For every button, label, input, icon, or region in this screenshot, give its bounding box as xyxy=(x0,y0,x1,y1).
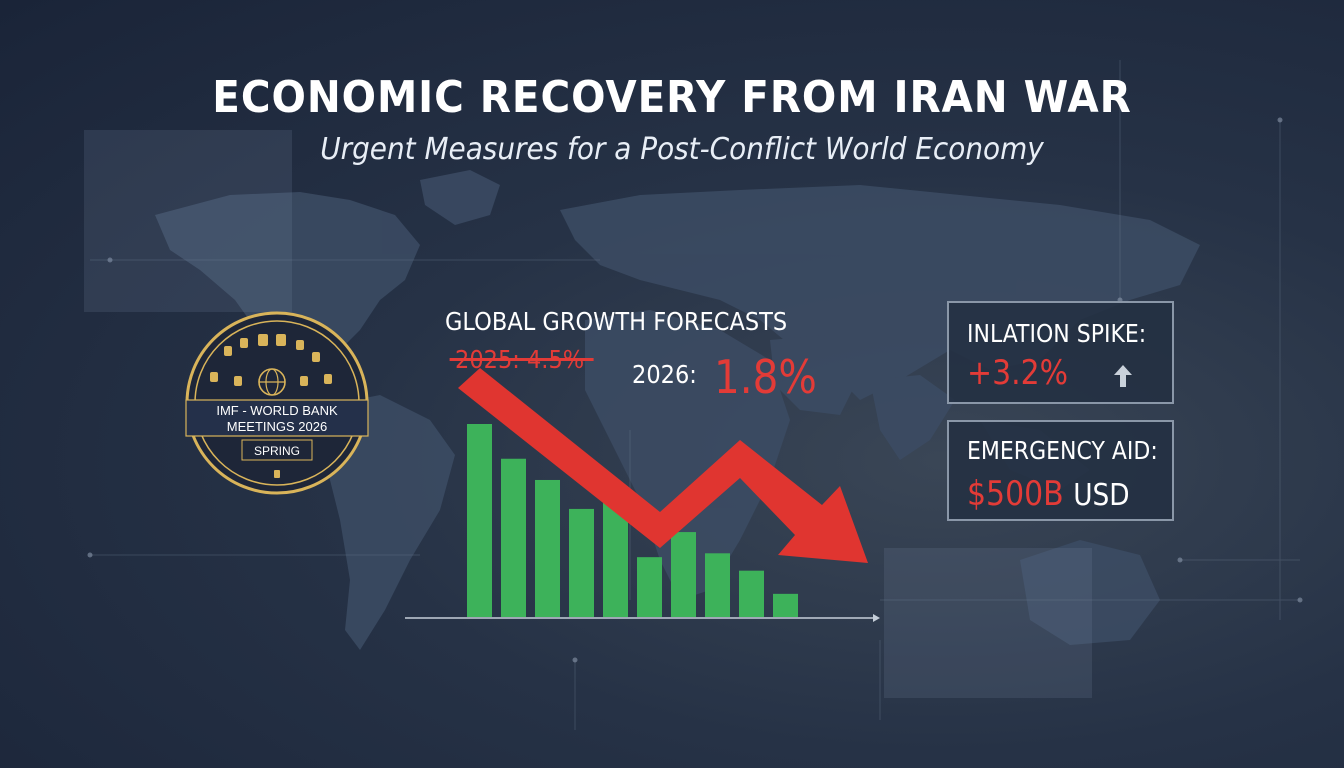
background-panel-left xyxy=(84,130,292,312)
page-subtitle: Urgent Measures for a Post-Conflict Worl… xyxy=(320,132,1044,167)
bar-7 xyxy=(671,532,696,617)
bar-10 xyxy=(773,593,798,617)
background-panel-right xyxy=(884,548,1092,698)
seal-line1: IMF - WORLD BANK xyxy=(216,403,338,418)
strike-through-line xyxy=(449,358,594,361)
inflation-box: INLATION SPIKE: +3.2% xyxy=(947,301,1174,404)
trend-arrow xyxy=(458,368,868,563)
bar-2 xyxy=(501,458,526,617)
bar-1 xyxy=(467,424,492,617)
aid-unit: USD xyxy=(1073,478,1130,513)
seal-line2: MEETINGS 2026 xyxy=(227,419,327,434)
new-forecast-value: 1.8% xyxy=(714,350,817,404)
inflation-value: +3.2% xyxy=(967,353,1069,393)
aid-box: EMERGENCY AID: $500B USD xyxy=(947,420,1174,521)
seal-line3: SPRING xyxy=(254,444,300,458)
aid-value-line: $500B USD xyxy=(967,474,1130,514)
bar-4 xyxy=(569,508,594,617)
chart-heading: GLOBAL GROWTH FORECASTS xyxy=(445,307,788,336)
page-title: ECONOMIC RECOVERY FROM IRAN WAR xyxy=(212,72,1132,123)
aid-label: EMERGENCY AID: xyxy=(967,436,1158,465)
up-arrow-icon xyxy=(1114,365,1132,387)
aid-value: $500B xyxy=(967,474,1064,514)
old-forecast: 2025: 4.5% xyxy=(449,345,594,374)
bar-6 xyxy=(637,557,662,617)
globe-icon xyxy=(258,368,286,396)
bar-3 xyxy=(535,479,560,617)
inflation-label: INLATION SPIKE: xyxy=(967,319,1147,348)
x-axis xyxy=(405,614,880,622)
bar-9 xyxy=(739,570,764,617)
imf-world-bank-seal: IMF - WORLD BANK MEETINGS 2026 SPRING xyxy=(185,311,369,495)
bar-8 xyxy=(705,553,730,617)
new-forecast-label: 2026: xyxy=(632,360,697,389)
